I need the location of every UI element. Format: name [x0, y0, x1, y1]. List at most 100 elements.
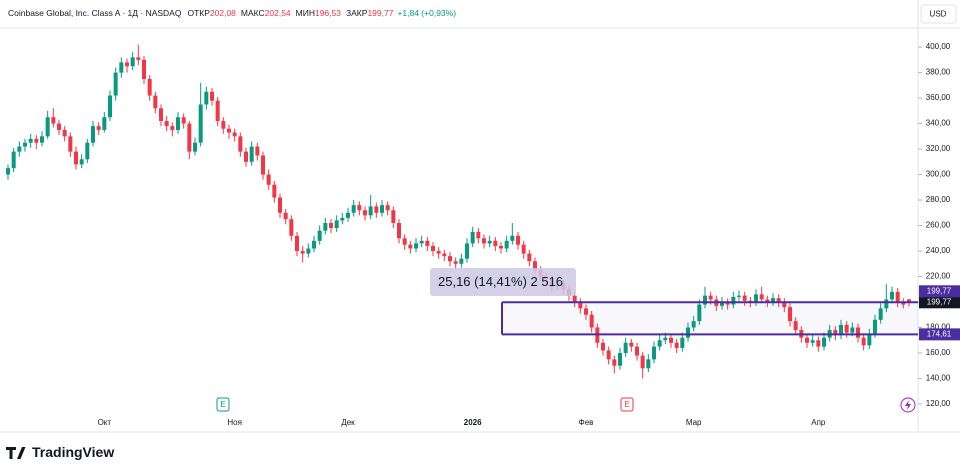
currency-box[interactable] [920, 4, 957, 24]
candle-body [612, 359, 617, 366]
change: +1,84 (+0,93%) [397, 8, 456, 18]
earnings-letter: E [220, 400, 225, 409]
range-top-label: 199,77 [927, 286, 952, 295]
candle-body [374, 206, 379, 213]
candle-body [385, 205, 390, 211]
candle-body [408, 244, 413, 249]
candle-body [187, 123, 192, 152]
candle-body [708, 295, 713, 300]
candle-body [731, 296, 736, 305]
candle-body [759, 294, 764, 300]
last-price-label: 199,77 [927, 297, 952, 306]
candle-body [204, 91, 209, 105]
candle-body [380, 205, 384, 213]
candle-body [572, 295, 577, 303]
candle-body [839, 324, 843, 336]
candle-body [850, 327, 855, 333]
candle-body [878, 308, 883, 320]
field-value: 196,53 [315, 8, 341, 18]
candle-body [686, 327, 690, 338]
x-tick-label: Фев [579, 418, 594, 427]
candle-body [261, 155, 265, 175]
y-tick-label: 360,00 [926, 93, 951, 102]
y-tick-label: 340,00 [926, 119, 951, 128]
logo: TradingView [6, 444, 114, 460]
field-label: МАКС [241, 8, 265, 18]
range-bottom-label: 174,61 [927, 329, 952, 338]
candle-body [465, 243, 469, 259]
candle-body [232, 132, 237, 137]
candle-body [833, 330, 838, 336]
candle-body [397, 222, 401, 239]
y-tick-label: 320,00 [926, 144, 951, 153]
header: Coinbase Global, Inc. Class A · 1Д · NAS… [8, 8, 456, 18]
candle-body [453, 261, 458, 264]
field-value: 202,54 [265, 8, 291, 18]
candle-body [657, 340, 662, 347]
earnings-letter: E [624, 400, 629, 409]
candle-body [606, 350, 611, 360]
candle-body [266, 174, 271, 185]
range-bottom-box [919, 328, 960, 341]
candle-body [136, 57, 141, 60]
candle-body [108, 95, 112, 118]
last-price-box [919, 296, 960, 309]
candle-body [414, 243, 418, 249]
candle-body [300, 251, 305, 254]
candle-body [323, 222, 328, 231]
candle-body [623, 342, 628, 353]
candle-body [249, 146, 254, 162]
candle-body [776, 298, 781, 303]
candle-body [459, 258, 464, 264]
range-top-box [919, 285, 960, 298]
candle-body [11, 151, 16, 169]
candle-body [329, 222, 333, 229]
candle-body [782, 302, 787, 308]
x-tick-label: 2026 [464, 418, 482, 427]
candle-body [51, 117, 56, 124]
y-tick-label: 300,00 [926, 170, 951, 179]
candle-body [272, 184, 277, 198]
candle-body [210, 91, 214, 101]
candle-body [674, 342, 679, 348]
y-tick-label: 180,00 [926, 323, 951, 332]
candle-body [646, 359, 651, 369]
candle-body [368, 206, 373, 216]
candle-body [221, 121, 226, 129]
symbol-title: Coinbase Global, Inc. Class A · 1Д · NAS… [8, 8, 182, 18]
candle-body [697, 304, 702, 322]
candle-body [198, 104, 203, 143]
candle-body [40, 136, 44, 143]
field-label: МИН [296, 8, 315, 18]
candle-body [907, 299, 911, 303]
candle-body [402, 238, 407, 245]
candle-body [527, 253, 532, 262]
candle-body [28, 138, 33, 143]
candle-body [510, 235, 515, 241]
candle-body [895, 291, 900, 303]
candle-body [91, 126, 95, 143]
candle-body [142, 59, 146, 79]
candle-body [96, 126, 101, 130]
measure-box [430, 268, 576, 296]
candle-body [57, 123, 61, 130]
candle-body [742, 295, 747, 301]
candle-body [589, 314, 594, 328]
candle-body [856, 327, 860, 338]
y-tick-label: 280,00 [926, 195, 951, 204]
candle-body [312, 240, 316, 249]
candle-body [867, 333, 872, 346]
candle-body [255, 146, 260, 156]
candle-body [34, 138, 39, 143]
field-label: ЗАКР [346, 8, 368, 18]
candle-body [79, 159, 84, 165]
candle-body [6, 168, 10, 175]
candle-body [482, 238, 486, 244]
event-bolt [905, 400, 911, 410]
candle-body [295, 235, 299, 252]
earnings-icon [216, 397, 230, 412]
candle-body [754, 294, 758, 303]
currency: USD [930, 10, 947, 19]
candle-body [442, 253, 447, 257]
x-tick-label: Ноя [227, 418, 242, 427]
